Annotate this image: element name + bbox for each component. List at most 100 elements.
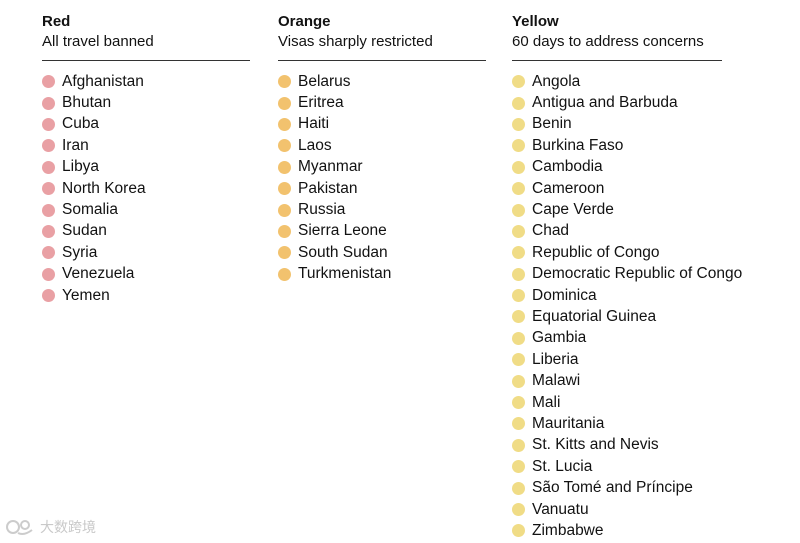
country-item: St. Lucia [512, 456, 722, 477]
column-red: Red All travel banned Afghanistan Bhutan C… [42, 12, 250, 306]
country-name: Malawi [532, 372, 581, 390]
orange-dot-icon [278, 75, 291, 89]
red-dot-icon [42, 267, 55, 281]
red-dot-icon [42, 117, 55, 131]
country-item: Angola [512, 71, 722, 92]
yellow-dot-icon [512, 246, 525, 260]
country-name: Equatorial Guinea [532, 307, 657, 325]
country-item: Afghanistan [42, 71, 250, 92]
yellow-dot-icon [512, 182, 525, 196]
country-name: Afghanistan [62, 72, 144, 90]
country-item: Bhutan [42, 92, 250, 113]
red-dot-icon [42, 246, 55, 260]
country-item: Zimbabwe [512, 520, 722, 541]
country-name: Haiti [298, 115, 330, 133]
country-item: Equatorial Guinea [512, 306, 722, 327]
country-name: Somalia [62, 201, 118, 219]
country-item: Laos [278, 135, 486, 156]
country-item: Iran [42, 135, 250, 156]
country-name: St. Lucia [532, 457, 593, 475]
country-list-orange: Belarus Eritrea Haiti Laos Myanmar Pakistan Ru… [278, 61, 486, 285]
country-name: Laos [298, 136, 332, 154]
column-subtitle-yellow: 60 days to address concerns [512, 32, 722, 61]
country-name: Syria [62, 243, 98, 261]
country-item: Dominica [512, 285, 722, 306]
yellow-dot-icon [512, 460, 525, 474]
country-name: Dominica [532, 286, 597, 304]
country-name: Cuba [62, 115, 100, 133]
country-item: Myanmar [278, 157, 486, 178]
yellow-dot-icon [512, 289, 525, 303]
yellow-dot-icon [512, 310, 525, 324]
orange-dot-icon [278, 96, 291, 110]
yellow-dot-icon [512, 503, 525, 516]
country-item: North Korea [42, 178, 250, 199]
country-name: Belarus [298, 72, 351, 90]
country-item: Belarus [278, 71, 486, 92]
yellow-dot-icon [512, 524, 525, 538]
country-item: Benin [512, 114, 722, 135]
orange-dot-icon [278, 182, 291, 196]
country-name: Gambia [532, 329, 587, 347]
orange-dot-icon [278, 267, 291, 281]
country-name: São Tomé and Príncipe [532, 479, 693, 497]
yellow-dot-icon [512, 331, 525, 345]
column-orange: Orange Visas sharply restricted Belarus E… [278, 12, 486, 285]
country-item: Somalia [42, 199, 250, 220]
country-name: Republic of Congo [532, 243, 660, 261]
country-list-red: Afghanistan Bhutan Cuba Iran Libya North Kore… [42, 61, 250, 306]
country-name: Democratic Republic of Congo [532, 265, 743, 283]
country-name: Chad [532, 222, 570, 240]
red-dot-icon [42, 182, 55, 196]
country-name: Cameroon [532, 179, 605, 197]
country-name: Mauritania [532, 414, 605, 432]
yellow-dot-icon [512, 396, 525, 410]
country-name: South Sudan [298, 243, 388, 261]
column-title-yellow: Yellow [512, 13, 559, 30]
country-item: Sierra Leone [278, 221, 486, 242]
orange-dot-icon [278, 139, 291, 153]
yellow-dot-icon [512, 353, 525, 367]
country-name: Mali [532, 393, 561, 411]
watermark-text: 大数跨境 [40, 519, 96, 535]
country-item: São Tomé and Príncipe [512, 477, 722, 498]
country-item: Liberia [512, 349, 722, 370]
yellow-dot-icon [512, 160, 525, 174]
country-name: Sierra Leone [298, 222, 387, 240]
country-list-yellow: Angola Antigua and Barbuda Benin Burkina Fa… [512, 61, 742, 542]
country-name: Myanmar [298, 158, 363, 176]
country-item: Antigua and Barbuda [512, 92, 722, 113]
country-item: South Sudan [278, 242, 486, 263]
red-dot-icon [42, 224, 55, 238]
red-dot-icon [42, 139, 55, 153]
country-item: Russia [278, 199, 486, 220]
column-subtitle-orange: Visas sharply restricted [278, 32, 486, 61]
yellow-dot-icon [512, 224, 525, 238]
country-name: Russia [298, 201, 346, 219]
country-item: Mali [512, 392, 722, 413]
yellow-dot-icon [512, 267, 525, 281]
watermark-logo-icon [6, 520, 33, 535]
yellow-dot-icon [512, 481, 525, 495]
column-subtitle-red: All travel banned [42, 32, 250, 61]
country-name: St. Kitts and Nevis [532, 436, 659, 454]
red-dot-icon [42, 160, 55, 174]
country-name: Liberia [532, 350, 579, 368]
country-name: Cambodia [532, 158, 603, 176]
country-item: Libya [42, 157, 250, 178]
country-item: Syria [42, 242, 250, 263]
country-item: Vanuatu [512, 499, 722, 520]
yellow-dot-icon [512, 117, 525, 131]
country-item: Gambia [512, 328, 722, 349]
yellow-dot-icon [512, 374, 525, 388]
country-item: Venezuela [42, 264, 250, 285]
country-item: Pakistan [278, 178, 486, 199]
yellow-dot-icon [512, 417, 525, 431]
orange-dot-icon [278, 246, 291, 260]
country-name: Libya [62, 158, 100, 176]
orange-dot-icon [278, 117, 291, 131]
country-item: Cambodia [512, 157, 722, 178]
red-dot-icon [42, 75, 55, 89]
country-item: Mauritania [512, 413, 722, 434]
country-item: Yemen [42, 285, 250, 306]
